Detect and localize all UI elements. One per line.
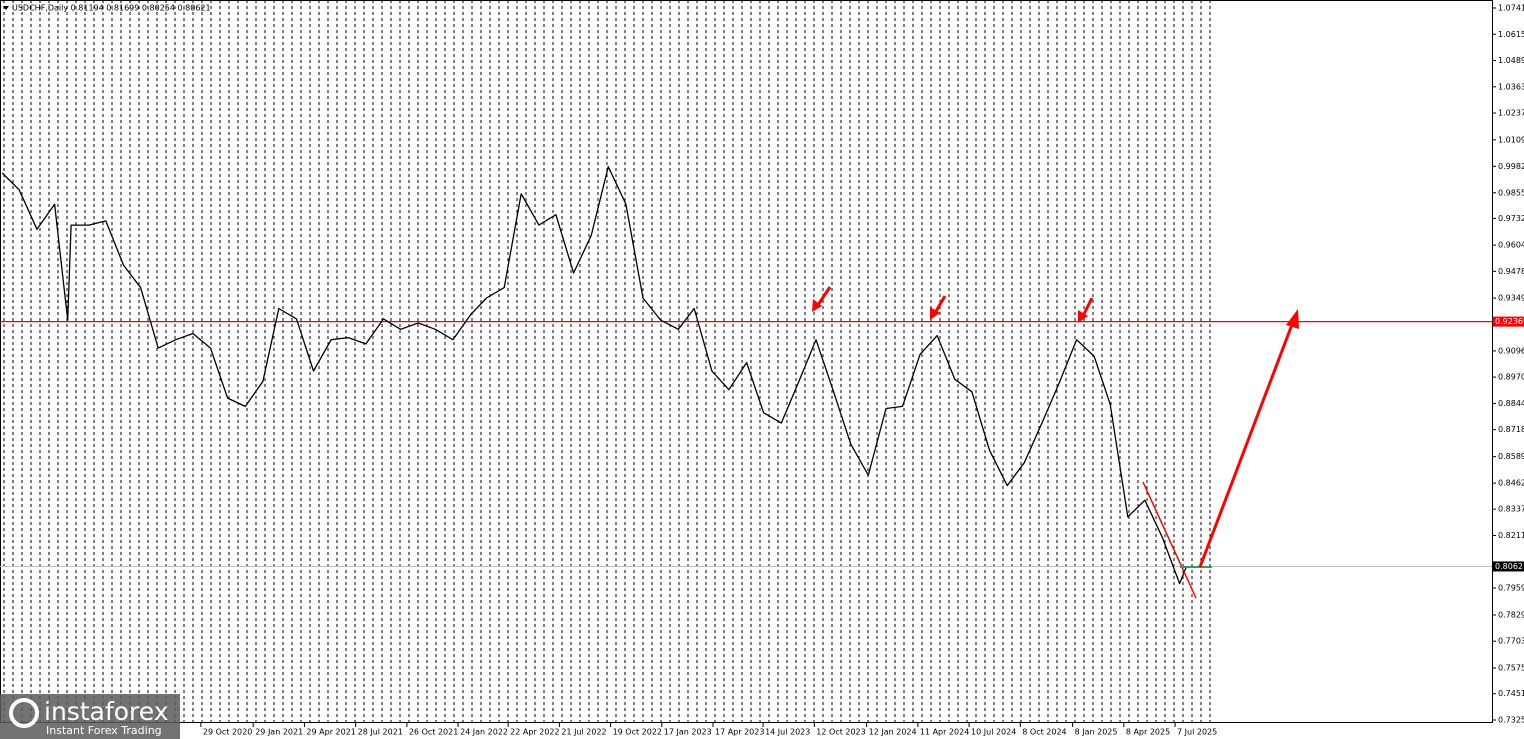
peak-arrows xyxy=(812,286,1094,323)
x-tick-label: 24 Jan 2022 xyxy=(460,728,508,737)
forecast-arrow xyxy=(1198,309,1299,568)
trend-line xyxy=(1142,481,1197,599)
x-tick-label: 10 Jul 2024 xyxy=(971,728,1016,737)
x-tick-label: 29 Apr 2021 xyxy=(306,728,355,737)
price-line xyxy=(1,166,1188,585)
slogan: Instant Forex Trading xyxy=(46,724,162,737)
y-tick-label: 0.74515 xyxy=(1498,689,1524,698)
y-tick-label: 0.90965 xyxy=(1498,346,1524,355)
x-tick-label: 8 Oct 2024 xyxy=(1022,728,1066,737)
watermark: instaforex Instant Forex Trading xyxy=(0,694,180,739)
y-tick-label: 0.73255 xyxy=(1498,715,1524,724)
x-tick-label: 17 Apr 2023 xyxy=(715,728,764,737)
level-label-box xyxy=(1493,316,1524,327)
y-tick-label: 1.04895 xyxy=(1498,56,1524,65)
x-tick-label: 22 Apr 2022 xyxy=(510,728,559,737)
x-tick-label: 12 Jan 2024 xyxy=(869,728,917,737)
level-label: 0.92369 xyxy=(1495,317,1524,326)
x-tick-label: 8 Apr 2025 xyxy=(1126,728,1170,737)
x-tick-label: 11 Apr 2024 xyxy=(920,728,969,737)
y-tick-label: 0.93495 xyxy=(1498,294,1524,303)
x-tick-label: 19 Oct 2022 xyxy=(613,728,662,737)
x-tick-label: 28 Jul 2021 xyxy=(358,728,403,737)
x-tick-label: 29 Oct 2020 xyxy=(203,728,252,737)
x-tick-label: 17 Jan 2023 xyxy=(664,728,712,737)
y-tick-label: 0.78295 xyxy=(1498,610,1524,619)
y-tick-label: 0.77035 xyxy=(1498,637,1524,646)
y-tick-label: 0.87185 xyxy=(1498,425,1524,434)
x-tick-label: 7 Jul 2025 xyxy=(1177,728,1217,737)
x-tick-label: 21 Jul 2022 xyxy=(561,728,606,737)
y-tick-label: 1.07415 xyxy=(1498,4,1524,13)
y-tick-label: 1.06155 xyxy=(1498,30,1524,39)
brand: instaforex xyxy=(44,697,169,726)
x-tick-label: 8 Jan 2025 xyxy=(1075,728,1118,737)
symbol-header: USDCHF,Daily 0.81194 0.81699 0.80254 0.8… xyxy=(3,4,211,13)
y-tick-label: 0.89705 xyxy=(1498,373,1524,382)
y-tick-label: 0.88445 xyxy=(1498,399,1524,408)
current-price-box xyxy=(1493,561,1524,572)
y-tick-label: 1.03635 xyxy=(1498,82,1524,91)
plot-frame xyxy=(0,0,1493,723)
period-separators xyxy=(0,0,1218,723)
chart-title: USDCHF,Daily 0.81194 0.81699 0.80254 0.8… xyxy=(12,4,211,13)
x-tick-label: 14 Jul 2023 xyxy=(765,728,810,737)
current-price-label: 0.80621 xyxy=(1495,562,1524,571)
x-tick-label: 12 Oct 2023 xyxy=(816,728,865,737)
x-tick-label: 26 Oct 2021 xyxy=(409,728,458,737)
x-tick-label: 29 Jan 2021 xyxy=(255,728,303,737)
y-tick-label: 1.02375 xyxy=(1498,109,1524,118)
